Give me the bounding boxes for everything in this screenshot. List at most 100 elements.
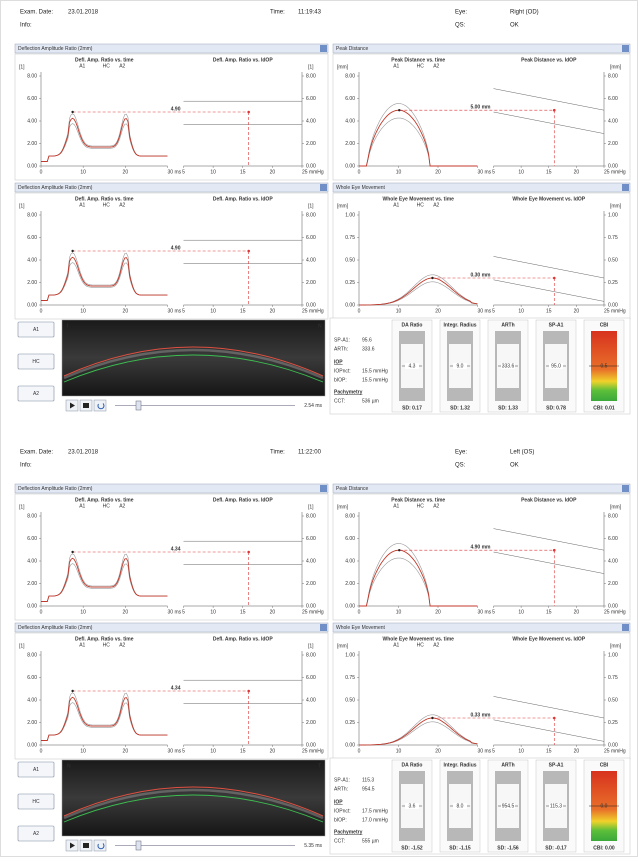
annotation: 0.30 mm — [470, 272, 491, 278]
panel-header: Deflection Amplitude Ratio (2mm) — [18, 185, 93, 191]
y-unit: [mm] — [337, 64, 349, 70]
x-tick-label: 0 — [358, 609, 361, 615]
y-tick-label: 4.00 — [306, 257, 316, 263]
qs-label: QS: — [455, 463, 466, 469]
x-tick-label: 5 — [182, 609, 185, 615]
panel-dropdown[interactable] — [320, 184, 327, 191]
param-value: 333.6 — [362, 346, 375, 352]
y-tick-label: 0.50 — [345, 697, 355, 703]
y-tick-label: 2.00 — [27, 280, 37, 286]
panel-dropdown[interactable] — [622, 624, 629, 631]
panel-dropdown[interactable] — [622, 184, 629, 191]
page: Exam. Date:23.01.2018Time:11:19:43Eye:Ri… — [0, 0, 638, 857]
chart-title: Defl. Amp. Ratio vs. IdOP — [213, 57, 273, 63]
x-tick-label: 0 — [40, 748, 43, 754]
x-tick-label: 30 ms — [168, 748, 182, 754]
y-tick-label: 4.00 — [306, 118, 316, 124]
y-tick-label: 0.50 — [608, 257, 618, 263]
y-tick-label: 6.00 — [27, 675, 37, 681]
param-box-title: DA Ratio — [402, 762, 423, 768]
param-label: SP-A1: — [334, 337, 350, 343]
y-tick-label: 8.00 — [306, 73, 316, 79]
y-tick-label: 1.00 — [345, 212, 355, 218]
marker — [71, 250, 73, 252]
legend-label: A1 — [79, 503, 85, 509]
param-section: Pachymetry — [334, 389, 363, 395]
x-tick-label: 20 — [123, 748, 129, 754]
x-tick-label: 25 mmHg — [604, 609, 626, 615]
x-tick-label: 20 — [270, 748, 276, 754]
video-side-label: I — [67, 323, 68, 329]
x-tick-label: 15 — [240, 748, 246, 754]
x-tick-label: 20 — [574, 609, 580, 615]
panel-header: Peak Distance — [336, 46, 368, 52]
panel-header: Deflection Amplitude Ratio (2mm) — [18, 486, 93, 492]
marker — [431, 277, 433, 279]
panel-dropdown[interactable] — [320, 485, 327, 492]
y-tick-label: 0.50 — [345, 257, 355, 263]
panel-header: Whole Eye Movement — [336, 185, 386, 191]
marker — [71, 111, 73, 113]
param-label: bIOP: — [334, 377, 347, 383]
x-tick-label: 15 — [240, 169, 246, 175]
panel-header: Peak Distance — [336, 486, 368, 492]
x-tick-label: 20 — [435, 609, 441, 615]
chart-title: Whole Eye Movement vs. IdOP — [512, 636, 585, 642]
y-tick-label: 2.00 — [27, 720, 37, 726]
param-box-value: 0.0 — [601, 803, 608, 809]
y-tick-label: 2.00 — [608, 581, 618, 587]
panel-header: Deflection Amplitude Ratio (2mm) — [18, 46, 93, 52]
x-tick-label: 10 — [210, 308, 216, 314]
x-tick-label: 20 — [123, 308, 129, 314]
x-tick-label: 20 — [435, 748, 441, 754]
marker — [553, 549, 556, 552]
y-tick-label: 8.00 — [27, 513, 37, 519]
x-tick-label: 20 — [435, 169, 441, 175]
param-label: SP-A1: — [334, 777, 350, 783]
panel-header-bar — [333, 44, 630, 53]
x-tick-label: 10 — [210, 169, 216, 175]
panel-dropdown[interactable] — [320, 624, 327, 631]
marker — [71, 551, 73, 553]
x-tick-label: 15 — [240, 308, 246, 314]
param-section: Pachymetry — [334, 829, 363, 835]
y-tick-label: 1.00 — [608, 212, 618, 218]
x-tick-label: 20 — [123, 169, 129, 175]
param-box-sd: CBI: 0.01 — [593, 405, 615, 411]
param-value: 15.5 mmHg — [362, 377, 388, 383]
y-tick-label: 0.25 — [345, 720, 355, 726]
param-box-value: 8.0 — [457, 803, 464, 809]
panel-dropdown[interactable] — [622, 45, 629, 52]
chart-title: Whole Eye Movement vs. IdOP — [512, 196, 585, 202]
legend-label: A2 — [119, 63, 125, 69]
y-tick-label: 8.00 — [345, 73, 355, 79]
marker — [553, 109, 556, 112]
x-tick-label: 30 ms — [478, 748, 492, 754]
x-tick-label: 20 — [270, 169, 276, 175]
x-tick-label: 15 — [546, 609, 552, 615]
chart-frame — [15, 633, 328, 759]
chart-frame — [333, 54, 630, 180]
x-tick-label: 20 — [574, 748, 580, 754]
view-button-label: A1 — [33, 327, 39, 333]
marker — [247, 690, 250, 693]
y-tick-label: 2.00 — [345, 581, 355, 587]
y-tick-label: 2.00 — [306, 581, 316, 587]
legend-label: HC — [103, 202, 111, 208]
x-tick-label: 20 — [574, 169, 580, 175]
chart-frame — [15, 193, 328, 319]
y-tick-label: 8.00 — [27, 73, 37, 79]
slider-thumb[interactable] — [136, 841, 141, 850]
slider-thumb[interactable] — [136, 401, 141, 410]
view-button-label: A1 — [33, 767, 39, 773]
legend-label: A2 — [119, 202, 125, 208]
eye-value: Left (OS) — [510, 450, 534, 456]
legend-label: HC — [103, 63, 111, 69]
stop-icon — [83, 403, 89, 408]
param-label: IOPnct: — [334, 368, 351, 374]
legend-label: A1 — [393, 503, 399, 509]
panel-dropdown[interactable] — [320, 45, 327, 52]
param-box-sd: SD: -1.56 — [497, 845, 519, 851]
panel-dropdown[interactable] — [622, 485, 629, 492]
x-tick-label: 10 — [80, 308, 86, 314]
